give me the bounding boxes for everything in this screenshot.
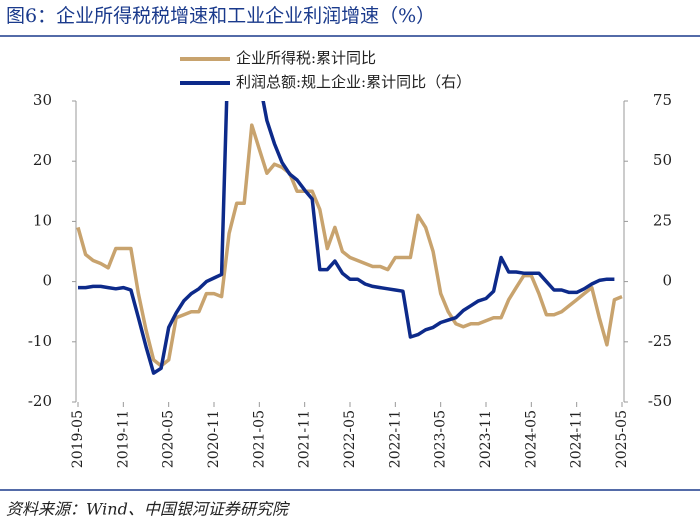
x-tick-label: 2021-11 bbox=[297, 410, 313, 468]
y2-tick-label: -25 bbox=[648, 332, 672, 350]
x-tick-label: 2020-05 bbox=[161, 410, 177, 468]
x-tick-label: 2025-05 bbox=[614, 410, 630, 468]
source: 资料来源：Wind、中国银河证券研究院 bbox=[6, 500, 291, 519]
y2-tick-label: 50 bbox=[653, 151, 672, 169]
y2-tick-label: 0 bbox=[662, 272, 672, 290]
legend-label: 利润总额:规上企业:累计同比（右） bbox=[236, 73, 471, 91]
x-tick-label: 2022-05 bbox=[342, 410, 358, 468]
series-line bbox=[78, 101, 615, 375]
y-tick-label: 10 bbox=[33, 211, 52, 229]
y-tick-label: 30 bbox=[33, 91, 52, 109]
y2-tick-label: -50 bbox=[648, 392, 672, 410]
x-tick-label: 2020-11 bbox=[206, 410, 222, 468]
x-tick-label: 2021-05 bbox=[251, 410, 267, 468]
x-tick-label: 2024-05 bbox=[523, 410, 539, 468]
y-tick-label: 20 bbox=[33, 151, 52, 169]
x-tick-label: 2022-11 bbox=[387, 410, 403, 468]
x-tick-label: 2024-11 bbox=[569, 410, 585, 468]
y-tick-label: -10 bbox=[28, 332, 52, 350]
y2-tick-label: 25 bbox=[653, 211, 672, 229]
x-tick-label: 2019-05 bbox=[70, 410, 86, 468]
series-line bbox=[76, 123, 623, 368]
y2-tick-label: 75 bbox=[653, 91, 672, 109]
x-tick-label: 2019-11 bbox=[115, 410, 131, 468]
y-tick-label: -20 bbox=[28, 392, 52, 410]
y-tick-label: 0 bbox=[42, 272, 52, 290]
plot-area bbox=[76, 101, 623, 375]
chart-title: 图6：企业所得税税增速和工业企业利润增速（%） bbox=[6, 5, 435, 27]
x-tick-label: 2023-05 bbox=[433, 410, 449, 468]
x-tick-label: 2023-11 bbox=[478, 410, 494, 468]
legend-label: 企业所得税:累计同比 bbox=[236, 49, 376, 67]
